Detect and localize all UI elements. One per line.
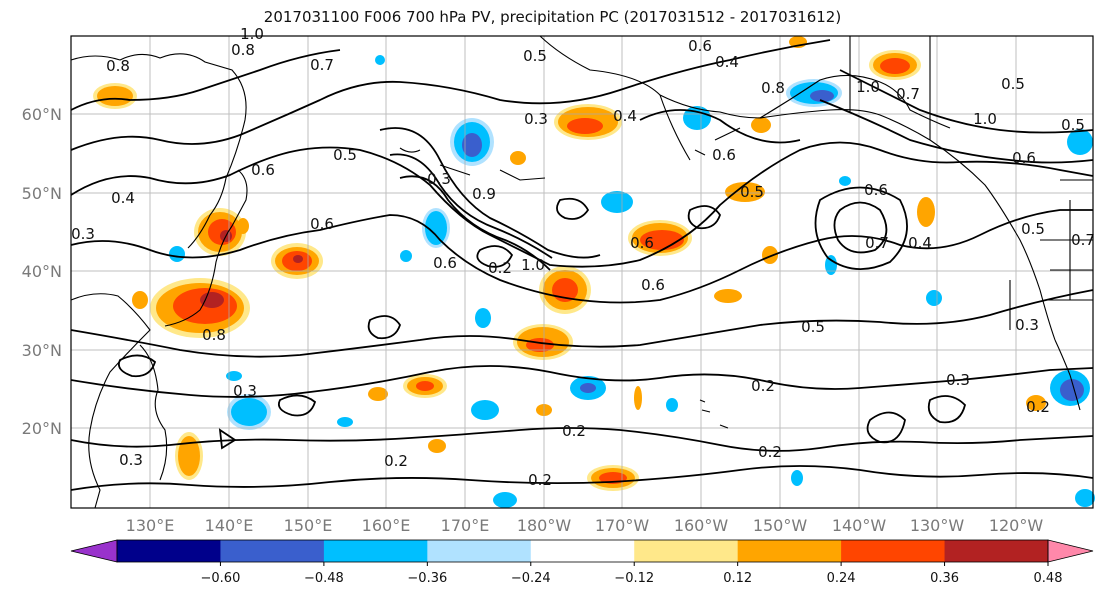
contour-label: 0.3: [427, 170, 451, 188]
contour-label: 0.8: [202, 326, 226, 344]
contour-label: 0.6: [251, 161, 275, 179]
colorbar-tick-label: −0.24: [511, 571, 551, 586]
latitude-label: 20°N: [22, 419, 62, 438]
contour-label: 0.6: [688, 37, 712, 55]
contour-label: 0.5: [801, 318, 825, 336]
latitude-label: 40°N: [22, 262, 62, 281]
contour-label: 0.7: [1071, 231, 1095, 249]
contour-label: 0.4: [111, 189, 135, 207]
contour-label: 0.4: [715, 53, 739, 71]
contour-label: 0.5: [523, 47, 547, 65]
longitude-label: 160°E: [362, 516, 411, 535]
contour-label: 0.3: [233, 382, 257, 400]
colorbar-segments: [70, 539, 1094, 563]
contour-label: 0.6: [630, 234, 654, 252]
contour-label: 0.5: [1021, 220, 1045, 238]
contour-label: 0.4: [908, 234, 932, 252]
contour-label: 0.9: [472, 185, 496, 203]
contour-label: 0.3: [524, 110, 548, 128]
contour-label: 1.0: [521, 256, 545, 274]
precip-negative: [169, 55, 1095, 508]
latitude-label: 50°N: [22, 184, 62, 203]
colorbar-extend-high: [1047, 539, 1094, 563]
colorbar: −0.60 −0.48 −0.36 −0.24 −0.12 0.12 0.24 0.36 0.4…: [70, 539, 1094, 586]
longitude-label: 130°E: [126, 516, 175, 535]
longitude-label: 140°E: [205, 516, 254, 535]
contour-label: 0.5: [333, 146, 357, 164]
pv-contour-labels: 0.80.81.00.7 0.50.60.40.8 1.0 0.70.51.0 0.50…: [71, 25, 1095, 489]
colorbar-tick-label: −0.36: [407, 571, 447, 586]
contour-label: 0.6: [1012, 149, 1036, 167]
longitude-label: 170°W: [595, 516, 650, 535]
longitude-label: 150°E: [284, 516, 333, 535]
contour-label: 1.0: [240, 25, 264, 43]
contour-label: 0.2: [562, 422, 586, 440]
colorbar-segment: [530, 540, 635, 562]
colorbar-segment: [737, 540, 842, 562]
longitude-label: 160°W: [674, 516, 729, 535]
contour-label: 0.8: [761, 79, 785, 97]
contour-label: 0.3: [119, 451, 143, 469]
contour-label: 0.6: [310, 215, 334, 233]
longitude-label: 130°W: [910, 516, 965, 535]
contour-label: 0.5: [1001, 75, 1025, 93]
longitude-labels: 130°E 140°E 150°E 160°E 170°E 180°W 170°W 160°W…: [126, 516, 1044, 535]
colorbar-segment: [323, 540, 428, 562]
latitude-label: 30°N: [22, 341, 62, 360]
contour-label: 0.6: [433, 254, 457, 272]
colorbar-frame: [116, 539, 1049, 563]
contour-label: 0.8: [231, 41, 255, 59]
longitude-label: 170°E: [441, 516, 490, 535]
latitude-labels: 60°N 50°N 40°N 30°N 20°N: [22, 105, 62, 438]
contour-label: 0.7: [310, 56, 334, 74]
contour-label: 0.2: [384, 452, 408, 470]
coastlines: [70, 35, 1093, 509]
colorbar-segment: [634, 540, 739, 562]
colorbar-tick-label: −0.60: [201, 571, 241, 586]
colorbar-tick-label: −0.48: [304, 571, 344, 586]
contour-label: 0.6: [712, 146, 736, 164]
contour-label: 0.8: [106, 57, 130, 75]
contour-label: 0.3: [71, 225, 95, 243]
colorbar-segment: [220, 540, 325, 562]
longitude-label: 180°W: [517, 516, 572, 535]
contour-label: 0.2: [751, 377, 775, 395]
contour-label: 0.4: [613, 107, 637, 125]
colorbar-tick-label: 0.24: [827, 571, 856, 586]
pv-contours: [70, 39, 1094, 491]
longitude-label: 120°W: [989, 516, 1044, 535]
contour-label: 0.2: [1026, 398, 1050, 416]
longitude-label: 140°W: [832, 516, 887, 535]
contour-label: 0.7: [865, 234, 889, 252]
latitude-label: 60°N: [22, 105, 62, 124]
colorbar-segment: [841, 540, 946, 562]
colorbar-segment: [944, 540, 1049, 562]
contour-label: 0.2: [758, 443, 782, 461]
contour-label: 1.0: [973, 110, 997, 128]
contour-label: 0.2: [528, 471, 552, 489]
contour-label: 0.5: [740, 183, 764, 201]
contour-label: 0.6: [864, 181, 888, 199]
colorbar-segment: [427, 540, 532, 562]
colorbar-tick-label: 0.36: [930, 571, 959, 586]
map-panel: 0.80.81.00.7 0.50.60.40.8 1.0 0.70.51.0 0.50…: [70, 25, 1095, 509]
colorbar-tick-label: 0.12: [723, 571, 752, 586]
contour-label: 0.3: [1015, 316, 1039, 334]
contour-label: 0.6: [641, 276, 665, 294]
contour-label: 0.5: [1061, 116, 1085, 134]
colorbar-tick-label: −0.12: [614, 571, 654, 586]
contour-label: 0.2: [488, 259, 512, 277]
longitude-label: 150°W: [753, 516, 808, 535]
colorbar-ticks: −0.60 −0.48 −0.36 −0.24 −0.12 0.12 0.24 0.36 0.4…: [201, 562, 1063, 586]
contour-label: 0.3: [946, 371, 970, 389]
colorbar-extend-low: [70, 539, 118, 563]
contour-label: 1.0: [856, 78, 880, 96]
colorbar-segment: [117, 540, 221, 562]
map-frame: [70, 35, 1094, 509]
map-title: 2017031100 F006 700 hPa PV, precipitatio…: [263, 8, 842, 26]
contour-label: 0.7: [896, 85, 920, 103]
colorbar-tick-label: 0.48: [1034, 571, 1063, 586]
